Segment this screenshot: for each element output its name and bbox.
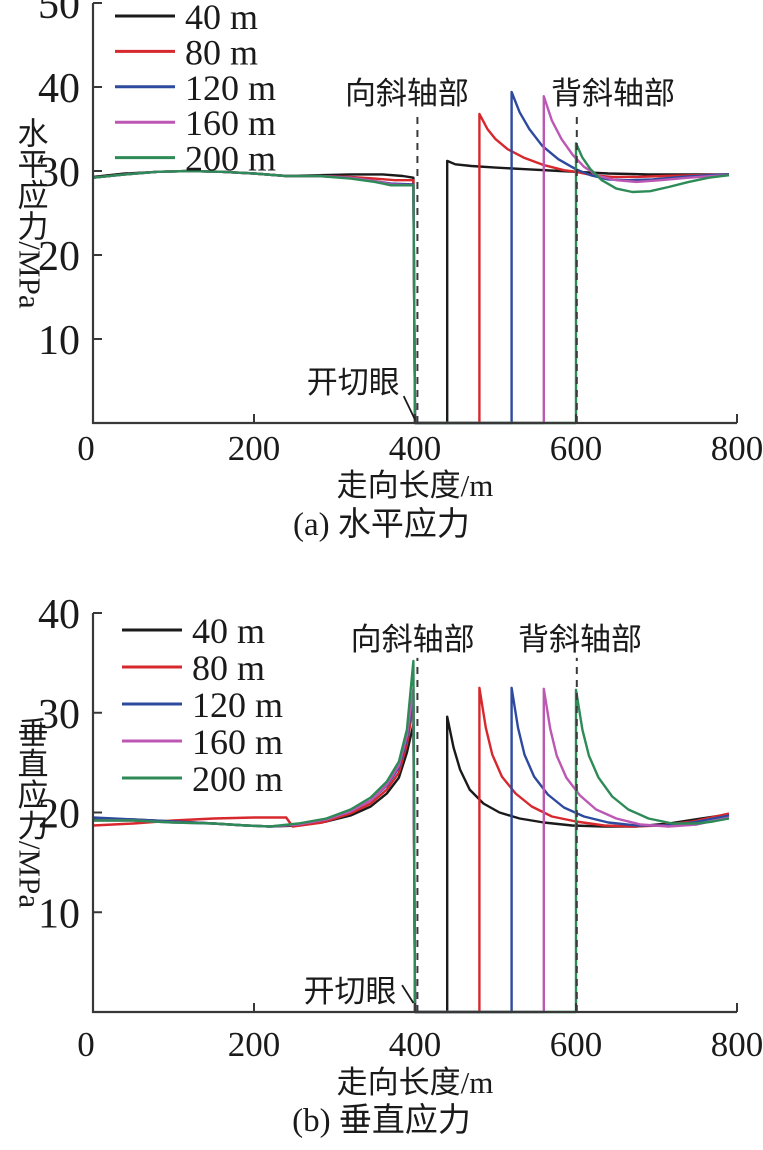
annotation-syncline-axis-label: 向斜轴部 bbox=[351, 622, 475, 657]
x-tick-label: 600 bbox=[550, 429, 603, 468]
annotation-syncline-axis-label: 向斜轴部 bbox=[345, 76, 469, 111]
x-tick-label: 0 bbox=[77, 1025, 95, 1064]
x-tick-label: 0 bbox=[77, 429, 95, 468]
x-tick-label: 800 bbox=[711, 429, 763, 468]
x-tick-label: 400 bbox=[389, 1025, 442, 1064]
y-tick-label: 50 bbox=[38, 0, 80, 28]
legend-label-160m: 160 m bbox=[185, 103, 276, 143]
x-axis-title: 走向长度/m bbox=[337, 468, 494, 500]
x-tick-label: 400 bbox=[389, 429, 442, 468]
y-tick-label: 30 bbox=[38, 692, 80, 738]
series-line-200m bbox=[93, 659, 730, 1014]
axes-spines bbox=[91, 3, 737, 425]
chart-b-caption: (b) 垂直应力 bbox=[292, 1103, 471, 1139]
y-tick-label: 10 bbox=[38, 891, 80, 937]
legend-label-40m: 40 m bbox=[192, 611, 265, 651]
annotation-open-cut-label: 开切眼 bbox=[307, 365, 400, 400]
x-tick-label: 800 bbox=[711, 1025, 763, 1064]
series-line-40m bbox=[92, 715, 730, 1014]
axes-spines bbox=[91, 613, 737, 1014]
annotation-open-cut-label: 开切眼 bbox=[303, 974, 396, 1009]
y-tick-label: 30 bbox=[38, 150, 80, 196]
annotation-pointer-open-cut-label bbox=[401, 984, 415, 1004]
y-tick-label: 40 bbox=[38, 66, 80, 112]
annotation-anticline-axis-label: 背斜轴部 bbox=[518, 622, 642, 657]
chart-a-svg: 0 200 400 600 800 10 20 30 40 50 走向长度/m 水平应力/MPa 40 … bbox=[13, 0, 763, 500]
legend-label-80m: 80 m bbox=[185, 32, 258, 72]
y-tick-label: 10 bbox=[38, 318, 80, 364]
legend-label-40m: 40 m bbox=[185, 0, 258, 37]
chart-a-panel: 0 200 400 600 800 10 20 30 40 50 走向长度/m 水平应力/MPa 40 … bbox=[0, 0, 763, 555]
series-line-200m bbox=[92, 142, 730, 425]
legend-label-200m: 200 m bbox=[185, 139, 276, 179]
x-tick-label: 200 bbox=[228, 1025, 281, 1064]
legend-label-120m: 120 m bbox=[185, 68, 276, 108]
x-axis-title: 走向长度/m bbox=[337, 1065, 494, 1100]
y-tick-label: 20 bbox=[38, 792, 80, 838]
x-tick-label: 200 bbox=[228, 429, 281, 468]
x-tick-label: 600 bbox=[550, 1025, 603, 1064]
y-tick-label: 20 bbox=[38, 234, 80, 280]
legend-label-120m: 120 m bbox=[192, 685, 283, 725]
annotation-pointer-open-cut-label bbox=[402, 395, 416, 420]
legend-label-160m: 160 m bbox=[192, 722, 283, 762]
series-line-40m bbox=[92, 159, 729, 425]
legend-label-200m: 200 m bbox=[192, 759, 283, 799]
y-axis-title: 垂直应力/MPa bbox=[13, 717, 48, 908]
chart-a-caption: (a) 水平应力 bbox=[293, 507, 470, 543]
chart-b-svg: 0 200 400 600 800 10 20 30 40 走向长度/m 垂直应力/MPa 40 m8… bbox=[13, 592, 763, 1100]
y-axis-title: 水平应力/MPa bbox=[13, 117, 48, 308]
annotation-anticline-axis-label: 背斜轴部 bbox=[551, 76, 675, 111]
y-tick-label: 40 bbox=[38, 592, 80, 638]
legend-label-80m: 80 m bbox=[192, 648, 265, 688]
